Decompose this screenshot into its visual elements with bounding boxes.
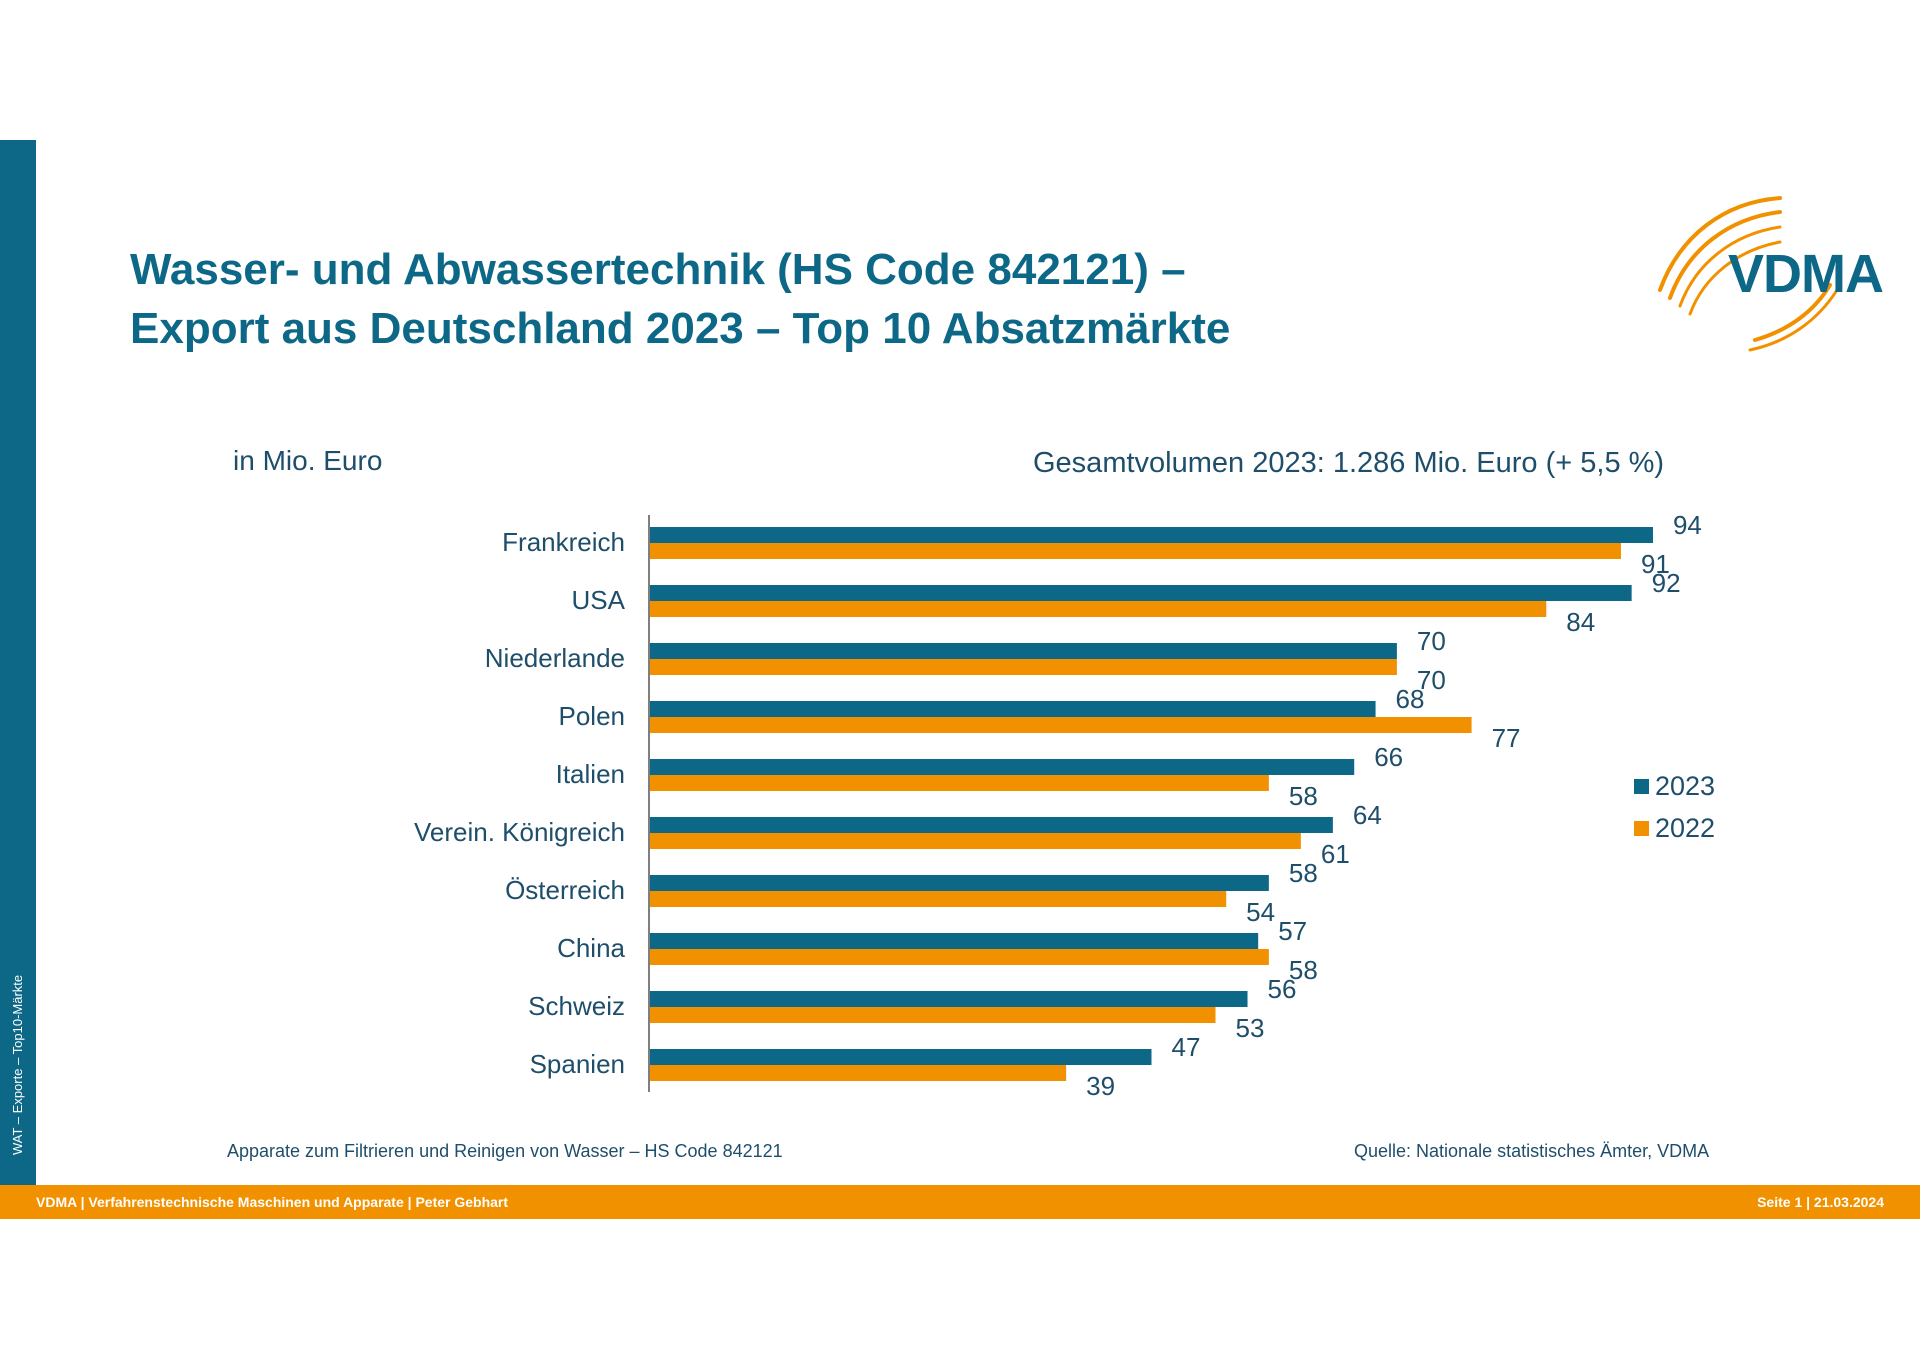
legend-item-2023: 2023 (1634, 765, 1715, 807)
bar-2023 (650, 759, 1355, 775)
bar-2023 (650, 875, 1269, 891)
bar-2022 (650, 1007, 1216, 1023)
category-label: USA (572, 585, 626, 615)
bar-2022 (650, 543, 1621, 559)
bar-2023 (650, 585, 1632, 601)
category-label: Italien (556, 759, 625, 789)
bar-2023 (650, 527, 1653, 543)
category-label: Verein. Königreich (414, 817, 625, 847)
bar-2023 (650, 701, 1376, 717)
product-note: Apparate zum Filtrieren und Reinigen von… (227, 1141, 783, 1161)
value-label-2023: 57 (1278, 916, 1307, 946)
value-label-2023: 94 (1673, 510, 1702, 540)
category-label: China (557, 933, 625, 963)
legend: 2023 2022 (1634, 765, 1715, 849)
category-label: Spanien (530, 1049, 625, 1079)
value-label-2023: 58 (1289, 858, 1318, 888)
value-label-2023: 70 (1417, 626, 1446, 656)
bar-2023 (650, 1049, 1152, 1065)
bar-2023 (650, 643, 1397, 659)
category-label: Österreich (505, 875, 625, 905)
value-label-2022: 77 (1492, 723, 1521, 753)
vdma-logo-arcs-icon (1658, 196, 1839, 352)
footer-page-date: Seite 1 | 21.03.2024 (1757, 1194, 1884, 1210)
legend-label-2023: 2023 (1655, 770, 1716, 801)
legend-label-2022: 2022 (1655, 812, 1716, 843)
title-line-2: Export aus Deutschland 2023 – Top 10 Abs… (130, 304, 1231, 353)
bar-2023 (650, 933, 1259, 949)
bar-2022 (650, 601, 1547, 617)
value-label-2022: 70 (1417, 665, 1446, 695)
value-label-2023: 68 (1396, 684, 1425, 714)
bar-2022 (650, 891, 1227, 907)
bar-2022 (650, 1065, 1067, 1081)
value-label-2023: 56 (1268, 974, 1297, 1004)
source-note: Quelle: Nationale statistisches Ämter, V… (1354, 1141, 1710, 1161)
bar-2023 (650, 991, 1248, 1007)
bar-2022 (650, 833, 1301, 849)
legend-item-2022: 2022 (1634, 807, 1715, 849)
value-label-2022: 58 (1289, 955, 1318, 985)
value-label-2022: 39 (1086, 1071, 1115, 1101)
value-label-2022: 84 (1566, 607, 1595, 637)
bar-2023 (650, 817, 1333, 833)
legend-swatch-2022 (1634, 820, 1649, 836)
footer-bar: VDMA | Verfahrenstechnische Maschinen un… (0, 1185, 1920, 1219)
bar-2022 (650, 775, 1269, 791)
category-label: Schweiz (528, 991, 625, 1021)
value-label-2022: 91 (1641, 549, 1670, 579)
vdma-logo-text: VDMA (1728, 244, 1884, 304)
title-line-1: Wasser- und Abwassertechnik (HS Code 842… (130, 245, 1186, 294)
value-label-2022: 61 (1321, 839, 1350, 869)
value-label-2023: 92 (1652, 568, 1681, 598)
value-label-2023: 66 (1374, 742, 1403, 772)
page-title: Wasser- und Abwassertechnik (HS Code 842… (130, 240, 1530, 358)
value-label-2023: 47 (1171, 1032, 1200, 1062)
category-label: Niederlande (485, 643, 625, 673)
legend-swatch-2023 (1634, 778, 1649, 794)
value-label-2022: 53 (1236, 1013, 1265, 1043)
category-label: Frankreich (502, 527, 625, 557)
bar-2022 (650, 949, 1269, 965)
category-label: Polen (559, 701, 626, 731)
value-label-2023: 64 (1353, 800, 1382, 830)
bar-2022 (650, 659, 1397, 675)
value-label-2022: 58 (1289, 781, 1318, 811)
total-volume-label: Gesamtvolumen 2023: 1.286 Mio. Euro (+ 5… (1033, 447, 1665, 479)
unit-label: in Mio. Euro (233, 445, 383, 476)
side-accent-bar (0, 140, 36, 1185)
bar-2022 (650, 717, 1472, 733)
footer-presenter: VDMA | Verfahrenstechnische Maschinen un… (36, 1194, 509, 1210)
value-label-2022: 54 (1246, 897, 1275, 927)
